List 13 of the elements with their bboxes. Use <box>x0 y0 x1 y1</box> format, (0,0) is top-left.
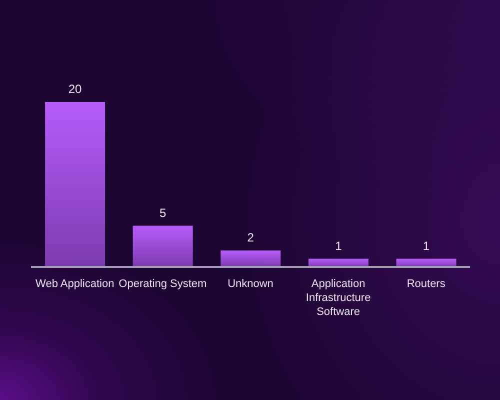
bar <box>45 102 106 267</box>
bar <box>132 226 193 267</box>
x-tick-label: Web Application <box>36 278 114 290</box>
data-label: 5 <box>160 206 167 220</box>
data-label: 2 <box>247 230 254 244</box>
x-tick-label: Operating System <box>118 278 207 290</box>
data-label: 1 <box>335 238 342 253</box>
x-tick-label: Routers <box>406 278 446 290</box>
x-tick-label: Unknown <box>228 278 274 290</box>
x-tick-label: Application Infrastructure Software <box>306 278 371 318</box>
bar <box>220 250 281 267</box>
data-label: 1 <box>422 238 430 253</box>
data-label: 20 <box>68 82 82 96</box>
